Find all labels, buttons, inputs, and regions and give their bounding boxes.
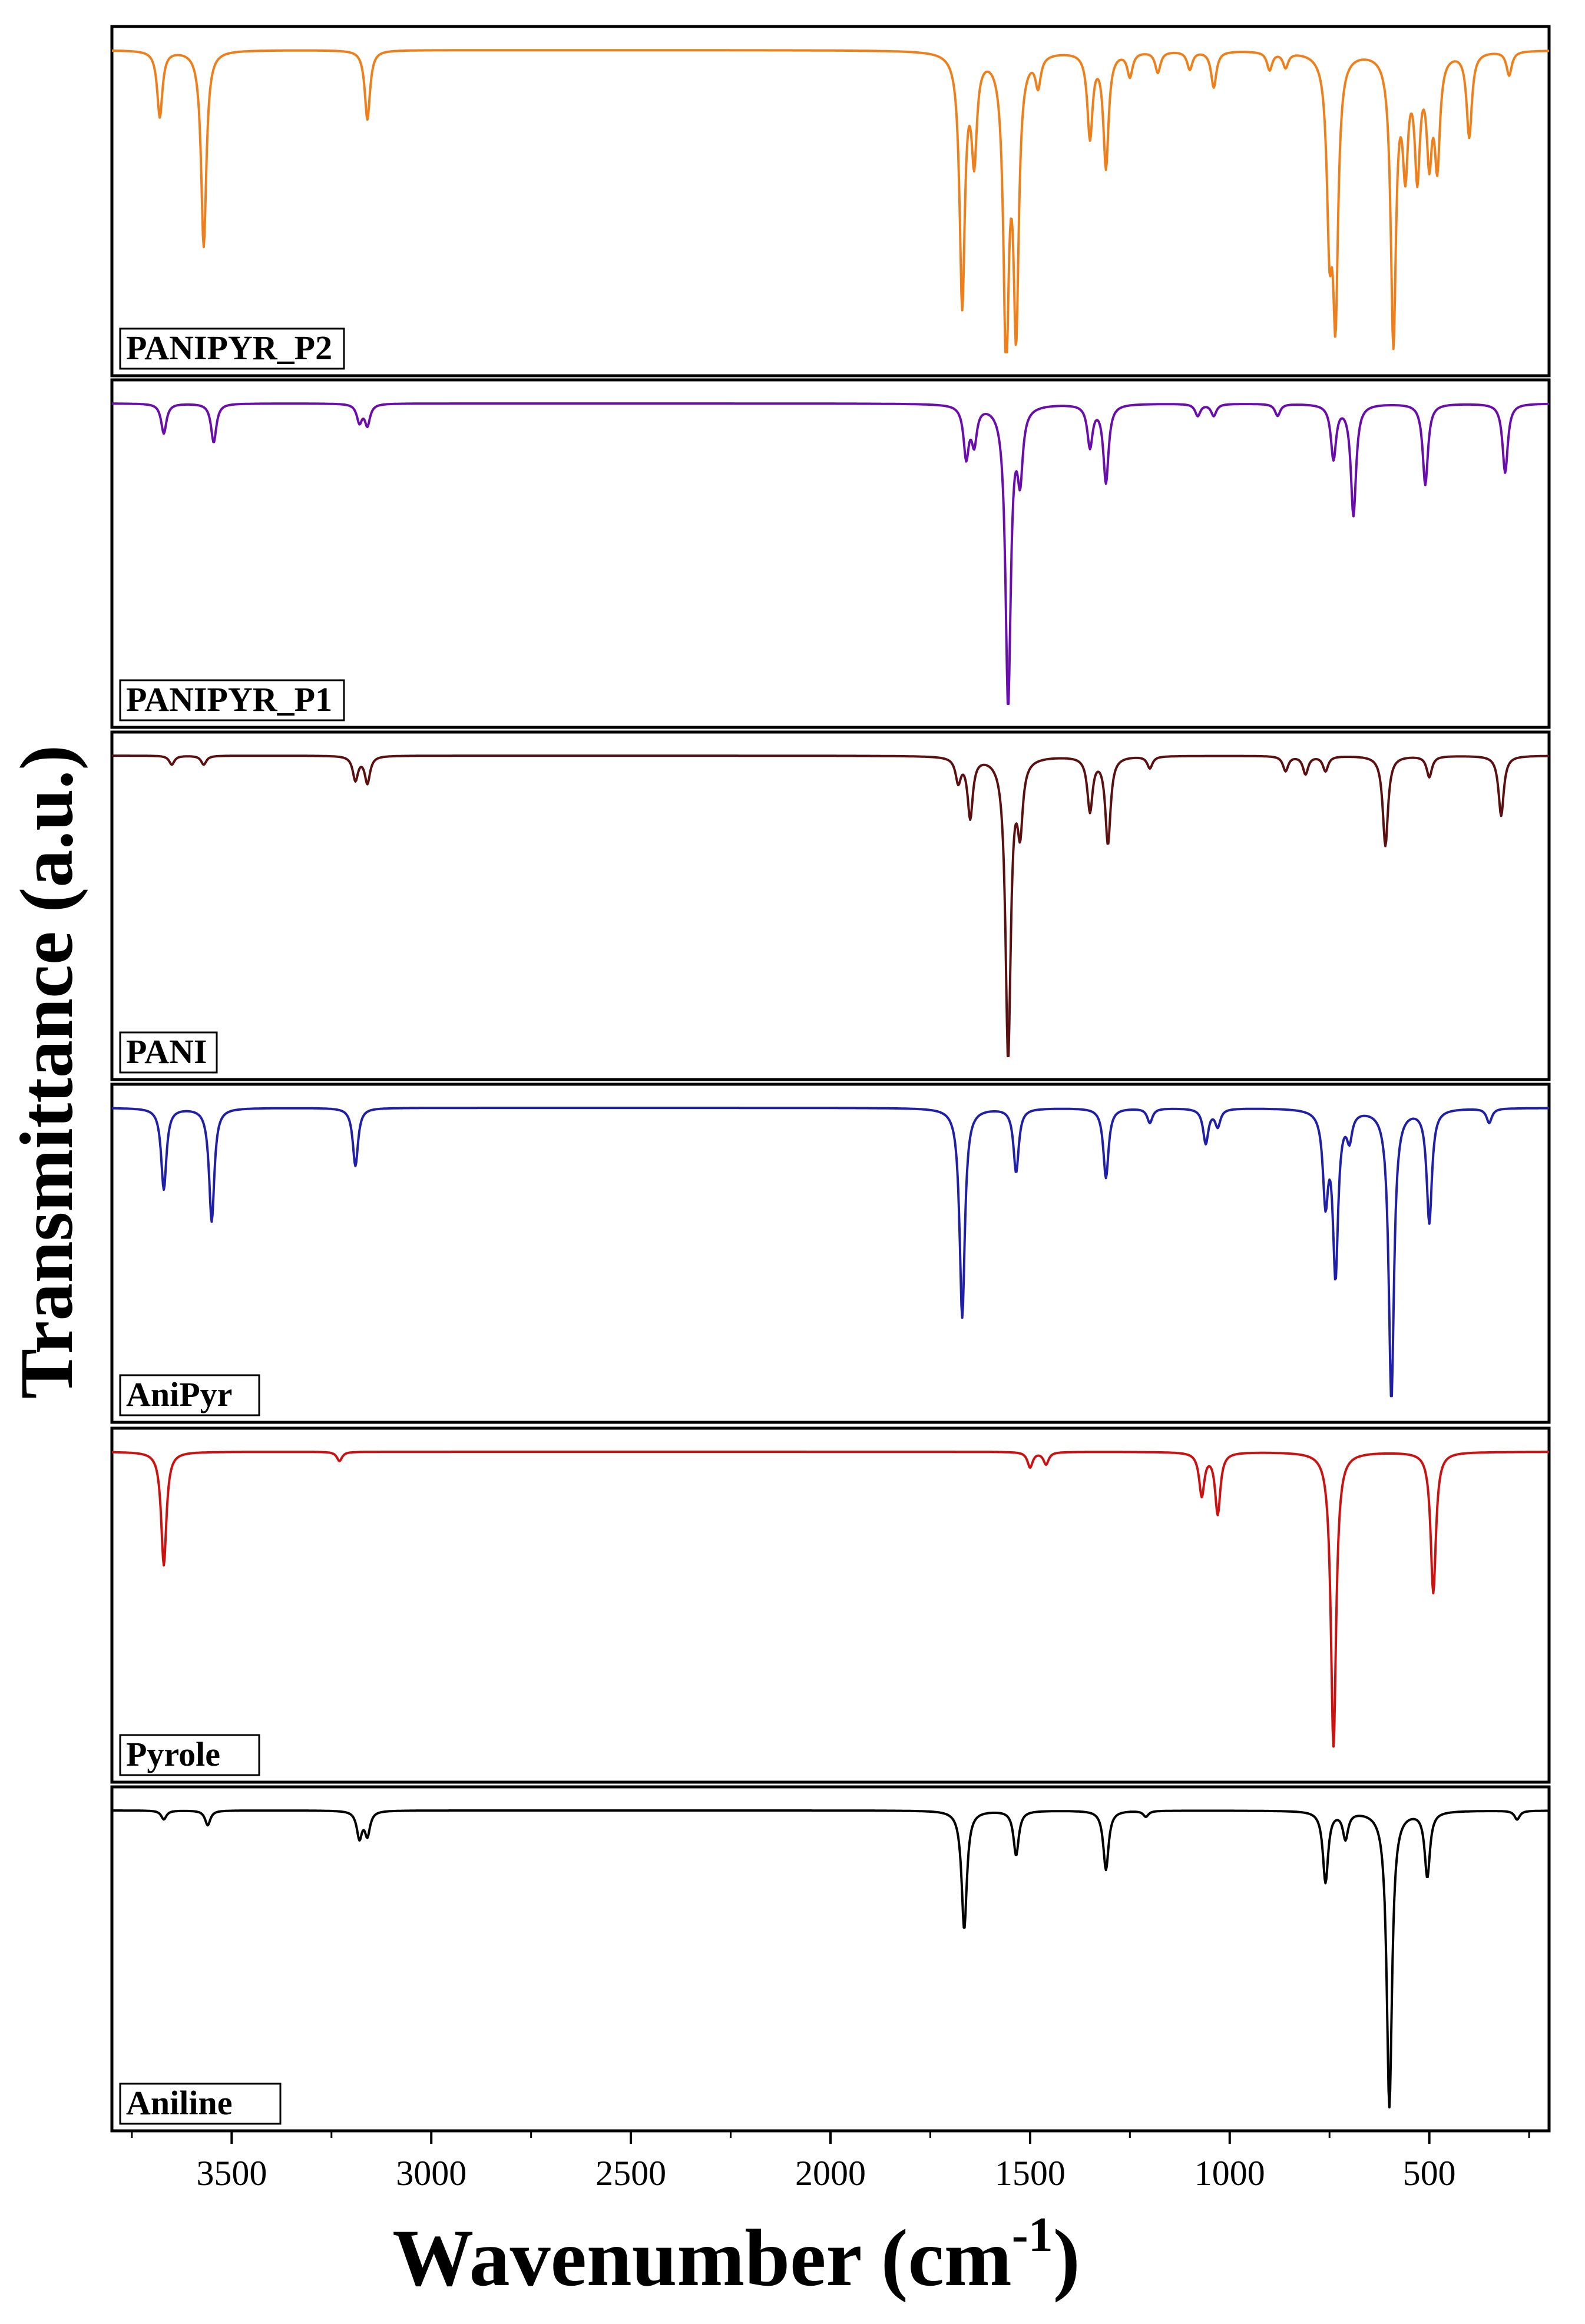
panel-panipyr_p2: PANIPYR_P2 xyxy=(110,25,1551,378)
panel-label: PANIPYR_P2 xyxy=(126,329,332,367)
panel-anipyr: AniPyr xyxy=(110,1082,1551,1424)
y-axis-title: Transmittance (a.u.) xyxy=(5,745,88,1399)
spectrum-line-pyrole xyxy=(111,1451,1550,1748)
panel-label-box xyxy=(119,1374,260,1416)
panel-label-box xyxy=(119,1734,260,1776)
x-tick-label: 500 xyxy=(1403,2154,1456,2193)
panel-label-box xyxy=(119,2083,282,2125)
x-tick-label: 2500 xyxy=(595,2154,666,2193)
x-tick-label: 1000 xyxy=(1194,2154,1265,2193)
x-axis-ticks: 3500 3000 2500 2000 1500 1000 500 xyxy=(131,2131,1530,2193)
panel-label-box xyxy=(119,1031,218,1074)
panel-frame xyxy=(110,1785,1551,2133)
panel-label: PANIPYR_P1 xyxy=(126,680,332,719)
panel-label: AniPyr xyxy=(126,1375,232,1413)
panel-label: PANI xyxy=(126,1032,207,1071)
panel-pani: PANI xyxy=(110,730,1551,1081)
panel-label: Aniline xyxy=(126,2084,233,2122)
panel-frame xyxy=(110,1082,1551,1424)
panel-frame xyxy=(110,25,1551,378)
panel-aniline: Aniline xyxy=(110,1785,1551,2133)
x-axis-title: Wavenumber (cm-1) xyxy=(392,2207,1080,2303)
panel-panipyr_p1: PANIPYR_P1 xyxy=(110,378,1551,729)
panel-label: Pyrole xyxy=(126,1735,220,1773)
spectrum-line-aniline xyxy=(111,1809,1550,2108)
spectrum-line-panipyr_p1 xyxy=(111,402,1550,705)
panel-pyrole: Pyrole xyxy=(110,1426,1551,1784)
x-tick-label: 2000 xyxy=(795,2154,866,2193)
spectrum-line-pani xyxy=(111,754,1550,1057)
spectrum-panels: PANIPYR_P2 PANIPYR_P1 PANI AniPyr Pyrole Anil… xyxy=(110,25,1551,2133)
panel-label-box xyxy=(119,327,345,370)
x-tick-label: 3000 xyxy=(396,2154,466,2193)
panel-frame xyxy=(110,1426,1551,1784)
x-tick-label: 1500 xyxy=(995,2154,1066,2193)
spectrum-line-panipyr_p2 xyxy=(111,49,1550,353)
panel-label-box xyxy=(119,679,345,721)
panel-frame xyxy=(110,730,1551,1081)
panel-frame xyxy=(110,378,1551,729)
spectrum-line-anipyr xyxy=(111,1107,1550,1398)
x-tick-label: 3500 xyxy=(196,2154,267,2193)
